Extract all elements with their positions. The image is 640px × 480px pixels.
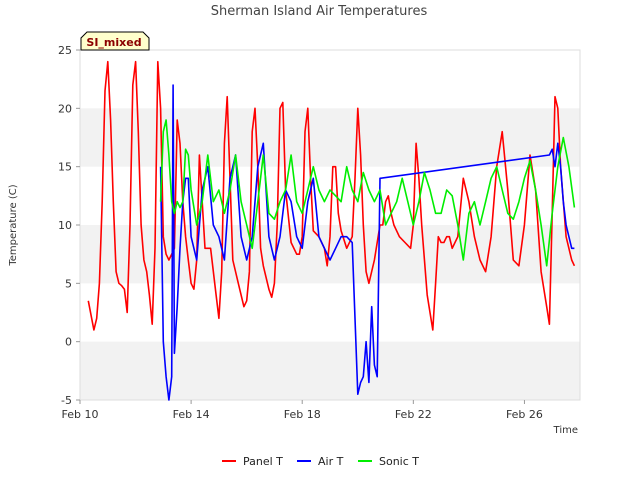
x-axis-label: Time	[553, 425, 578, 436]
site-badge-label: SI_mixed	[86, 36, 141, 49]
x-tick-label: Feb 22	[395, 408, 432, 421]
series-lines	[87, 60, 576, 401]
x-tick-label: Feb 26	[506, 408, 543, 421]
series-line-sonic-t	[159, 119, 576, 267]
y-tick-label: -5	[61, 394, 72, 407]
x-tick-label: Feb 14	[173, 408, 210, 421]
y-tick-label: 5	[65, 277, 72, 290]
grid-band	[80, 341, 580, 400]
y-tick-label: 25	[58, 44, 72, 57]
legend-label: Sonic T	[379, 455, 419, 468]
site-badge: SI_mixed	[80, 31, 150, 51]
y-tick-label: 15	[58, 161, 72, 174]
y-tick-label: 20	[58, 102, 72, 115]
series-line-panel-t	[87, 60, 576, 331]
y-axis-ticks: -5 0 5 10 15 20 25	[58, 44, 80, 407]
y-tick-label: 0	[65, 336, 72, 349]
legend: Panel T Air T Sonic T	[222, 455, 419, 468]
x-tick-label: Feb 18	[284, 408, 321, 421]
y-tick-label: 10	[58, 219, 72, 232]
chart-title: Sherman Island Air Temperatures	[211, 4, 428, 19]
series-line-air-t	[159, 84, 575, 401]
x-tick-label: Feb 10	[62, 408, 99, 421]
y-axis-label: Temperature (C)	[8, 184, 19, 266]
legend-label: Air T	[318, 455, 344, 468]
x-axis-ticks: Feb 10 Feb 14 Feb 18 Feb 22 Feb 26	[62, 400, 543, 421]
legend-label: Panel T	[243, 455, 283, 468]
